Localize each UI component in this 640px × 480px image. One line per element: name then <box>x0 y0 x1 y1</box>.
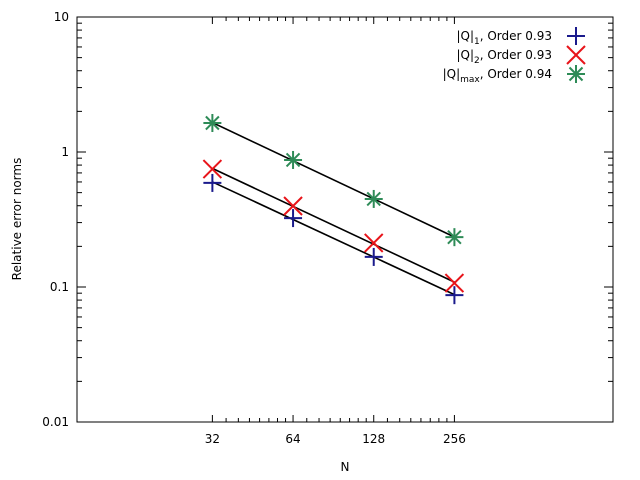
data-point-star <box>205 115 220 131</box>
legend-name-base: |Q| <box>456 29 474 43</box>
legend-rest: , Order 0.94 <box>480 67 552 81</box>
legend-name-base: |Q| <box>456 48 474 62</box>
x-tick-label: 64 <box>285 432 300 446</box>
y-tick-label: 10 <box>54 10 69 24</box>
fit-lines <box>212 121 455 296</box>
legend-entry-label: |Q|max, Order 0.94 <box>443 67 552 85</box>
x-tick-label: 128 <box>362 432 385 446</box>
legend: |Q|1, Order 0.93|Q|2, Order 0.93|Q|max, … <box>443 27 586 85</box>
legend-name-base: |Q| <box>443 67 461 81</box>
data-point-cross <box>444 273 465 293</box>
legend-entry-label: |Q|2, Order 0.93 <box>456 48 552 66</box>
y-tick-label: 1 <box>61 145 69 159</box>
plot-frame <box>76 16 614 423</box>
x-tick-label: 256 <box>443 432 466 446</box>
legend-subscript: 1 <box>474 37 480 47</box>
legend-subscript: 2 <box>474 56 480 66</box>
data-point-cross <box>364 233 384 253</box>
fit-line <box>212 167 455 283</box>
data-point-cross <box>283 196 303 216</box>
x-axis-label: N <box>341 460 350 474</box>
data-point-star <box>285 152 301 168</box>
data-point-star <box>366 191 381 207</box>
axis-ticks: 0.01 0.1 1 10 32 64 128 256 <box>42 10 613 446</box>
y-tick-label: 0.1 <box>50 280 69 294</box>
data-markers <box>202 113 465 305</box>
legend-marker-star <box>568 66 584 82</box>
y-axis-label: Relative error norms <box>10 158 24 281</box>
legend-subscript: max <box>460 75 480 85</box>
legend-marker-cross <box>566 45 586 65</box>
data-point-cross <box>202 159 223 179</box>
legend-entry-label: |Q|1, Order 0.93 <box>456 29 552 47</box>
fit-line <box>212 181 455 296</box>
fit-line <box>212 121 455 238</box>
data-point-star <box>447 229 462 245</box>
x-tick-label: 32 <box>205 432 220 446</box>
y-tick-label: 0.01 <box>42 415 69 429</box>
legend-rest: , Order 0.93 <box>480 29 552 43</box>
legend-rest: , Order 0.93 <box>480 48 552 62</box>
